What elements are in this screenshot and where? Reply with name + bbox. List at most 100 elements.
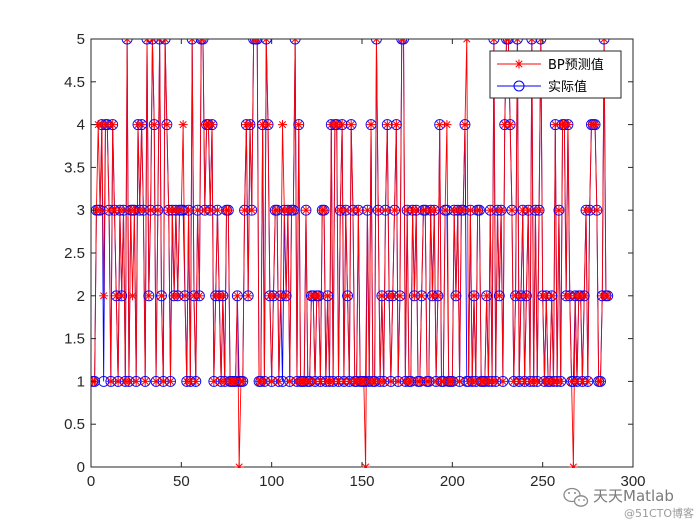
predicted-point [599,39,609,44]
predicted-point [99,291,109,301]
predicted-point [465,205,475,215]
predicted-point [395,291,405,301]
predicted-point [153,205,163,215]
predicted-point [205,205,215,215]
predicted-point [595,376,605,386]
predicted-point [516,291,526,301]
predicted-point [547,291,557,301]
actual-point [526,39,538,45]
predicted-point [185,376,195,386]
watermark-sub-text: @51CTO博客 [624,506,694,520]
actual-point [242,290,254,302]
predicted-point [451,291,461,301]
wechat-icon [563,487,589,507]
legend-asterisk [514,59,524,69]
predicted-point [218,291,228,301]
predicted-point [583,376,593,386]
predicted-point [498,376,508,386]
predicted-point [462,39,472,44]
predicted-point [276,291,286,301]
actual-point [186,39,198,45]
predicted-point [288,205,298,215]
predicted-point [147,39,157,44]
predicted-point [503,39,513,44]
predicted-point [362,205,372,215]
predicted-point [409,291,419,301]
predicted-point [491,376,501,386]
actual-point [493,290,505,302]
predicted-point [290,39,300,44]
actual-point [289,39,301,45]
predicted-point [207,120,217,130]
predicted-point [142,39,152,44]
predicted-point [534,205,544,215]
predicted-point [245,120,255,130]
predicted-point [165,376,175,386]
y-tick-label: 1 [77,373,85,390]
predicted-point [568,462,578,468]
predicted-point [518,205,528,215]
plot-area [90,38,634,468]
predicted-point [198,39,208,44]
predicted-point [348,205,358,215]
actual-point [161,119,173,131]
predicted-point [382,120,392,130]
predicted-point [507,205,517,215]
predicted-point [433,291,443,301]
predicted-point [370,376,380,386]
actual-point [141,39,153,45]
predicted-point [402,205,412,215]
predicted-point [234,462,244,468]
legend: BP预测值 实际值 [489,50,622,99]
predicted-point [180,291,190,301]
actual-point [91,375,101,387]
predicted-point [556,376,566,386]
predicted-point [429,205,439,215]
actual-point [251,39,263,45]
predicted-point [474,205,484,215]
predicted-point [144,291,154,301]
x-tick-label: 200 [440,473,465,490]
y-tick-label: 0 [77,459,85,476]
predicted-point [258,120,268,130]
actual-point [450,290,462,302]
predicted-point [261,39,271,44]
predicted-point [390,205,400,215]
predicted-point [189,291,199,301]
predicted-point [193,205,203,215]
y-tick-label: 1.5 [64,331,85,348]
predicted-point [223,205,233,215]
legend-predicted-asterisk-icon [514,59,524,69]
y-tick-label: 4.5 [64,74,85,91]
actual-point [488,39,500,45]
predicted-point [243,291,253,301]
predicted-point [146,205,156,215]
predicted-point [187,39,197,44]
predicted-point [341,205,351,215]
predicted-point [122,39,132,44]
predicted-point [417,291,427,301]
actual-point [598,39,610,45]
legend-actual-label: 实际值 [548,79,587,95]
predicted-point [155,39,165,44]
predicted-point [162,120,172,130]
predicted-point [337,120,347,130]
predicted-point [247,205,257,215]
predicted-point [532,376,542,386]
predicted-point [156,291,166,301]
predicted-point [380,205,390,215]
actual-point [459,119,471,131]
legend-box [489,50,622,99]
predicted-point [494,291,504,301]
predicted-point [319,205,329,215]
predicted-point [184,205,194,215]
predicted-point [590,120,600,130]
predicted-point [353,205,363,215]
predicted-point [361,462,371,468]
predicted-point [323,291,333,301]
actual-point [511,39,523,45]
y-tick-label: 2 [77,288,85,305]
x-tick-label: 0 [87,473,95,490]
predicted-point [263,120,273,130]
